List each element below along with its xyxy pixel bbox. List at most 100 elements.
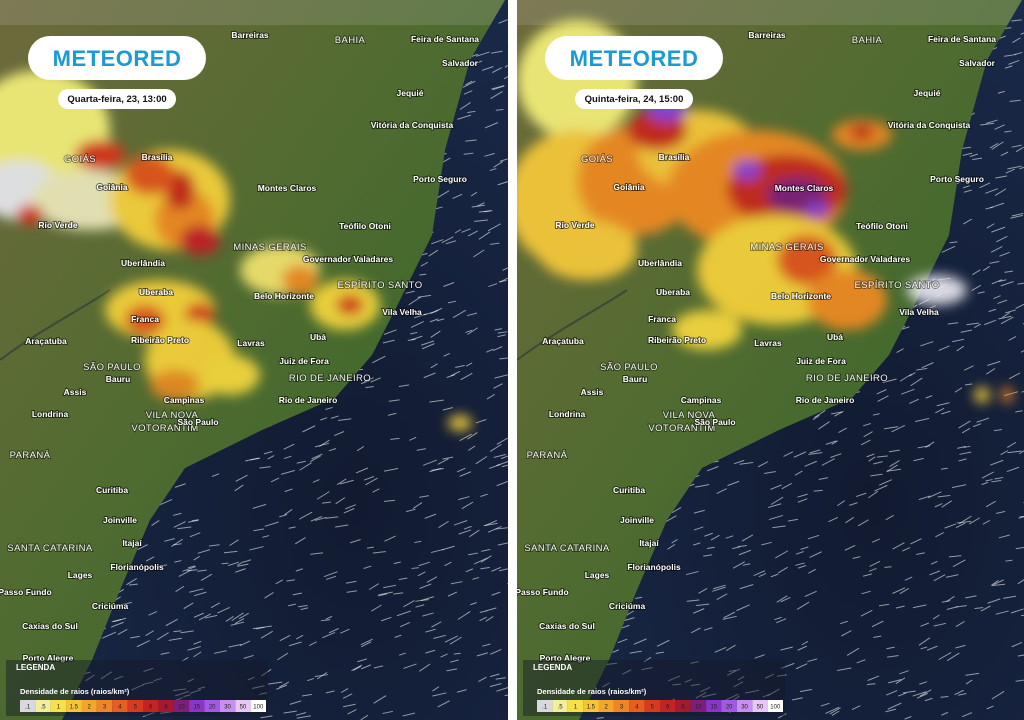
wind-streak [941,500,952,508]
wind-streak [384,535,396,542]
wind-streak [198,613,211,621]
wind-streak [449,636,462,645]
wind-streak [502,263,508,271]
wind-streak [958,420,971,429]
storm-cell [805,202,829,218]
wind-streak [465,329,473,333]
wind-streak [186,569,198,572]
wind-streak [932,614,940,620]
wind-streak [916,367,928,371]
wind-streak [444,635,458,643]
wind-streak [365,477,378,486]
wind-streak [174,560,182,563]
wind-streak [299,462,312,471]
state-label: PARANÁ [527,450,568,461]
wind-streak [801,641,809,646]
legend-swatch [235,700,251,712]
wind-streak [479,610,488,613]
wind-streak [378,591,393,596]
wind-streak [371,604,382,612]
wind-streak [173,521,186,528]
wind-streak [804,590,817,597]
wind-streak [410,331,418,335]
wind-streak [450,371,461,377]
wind-streak [262,535,270,538]
wind-streak [481,548,491,552]
wind-streak [280,469,296,475]
wind-streak [183,602,194,609]
wind-streak [432,686,440,692]
wind-streak [940,695,949,698]
wind-streak [690,661,699,664]
wind-streak [419,663,431,672]
wind-streak [818,421,830,430]
city-label: Juiz de Fora [796,356,846,366]
wind-streak [710,534,720,541]
legend-swatch [767,700,783,712]
wind-streak [146,556,155,562]
wind-streak [267,455,275,460]
city-label: Criciúma [92,601,129,611]
wind-streak [372,355,386,364]
wind-streak [946,596,955,602]
wind-streak [1000,316,1014,325]
wind-streak [986,368,996,375]
state-label: RIO DE JANEIRO [289,373,371,384]
city-label: Bauru [623,374,648,384]
storm-cell [974,387,990,403]
wind-streak [425,649,436,654]
state-label: GOIÁS [64,154,96,165]
wind-streak [487,223,501,232]
legend-swatch [736,700,753,712]
wind-streak [934,503,943,508]
wind-streak [247,676,255,681]
wind-streak [142,712,155,718]
wind-streak [459,102,471,110]
wind-streak [930,561,938,565]
legend-subtitle: Densidade de raios (raios/km²) [537,687,647,696]
wind-streak [1019,515,1024,518]
wind-streak [898,692,907,697]
wind-streak [328,448,337,452]
wind-streak [863,423,871,427]
wind-streak [920,622,930,627]
wind-streak [991,691,1005,700]
wind-streak [938,345,950,351]
wind-streak [447,300,457,304]
wind-streak [491,591,501,596]
wind-streak [131,684,145,691]
wind-streak [909,398,919,404]
wind-streak [991,141,1004,150]
wind-streak [399,652,406,656]
wind-streak [965,595,977,599]
wind-streak [969,153,978,157]
wind-streak [1000,151,1009,156]
wind-streak [852,556,861,559]
legend-swatch [204,700,220,712]
wind-streak [197,569,207,572]
wind-streak [361,641,372,648]
wind-streak [1020,31,1024,35]
wind-streak [958,458,967,462]
wind-streak [286,579,296,582]
wind-streak [466,312,478,317]
wind-streak [355,467,369,474]
wind-streak [370,377,381,383]
wind-streak [364,476,375,481]
wind-streak [419,273,427,276]
wind-streak [437,458,449,465]
wind-streak [809,551,822,558]
legend-swatch [583,700,599,712]
city-label: Belo Horizonte [771,291,831,301]
wind-streak [453,652,461,655]
state-label: BAHIA [335,35,366,46]
wind-streak [249,546,264,551]
map-viewport: Barreiras BAHIA Feira de Santana Salvador Je… [517,0,1024,720]
wind-streak [377,593,388,597]
wind-streak [457,178,466,184]
wind-streak [954,689,964,696]
wind-streak [485,616,494,622]
wind-streak [1015,410,1023,413]
wind-streak [818,477,829,480]
city-label: Porto Alegre [540,653,591,663]
